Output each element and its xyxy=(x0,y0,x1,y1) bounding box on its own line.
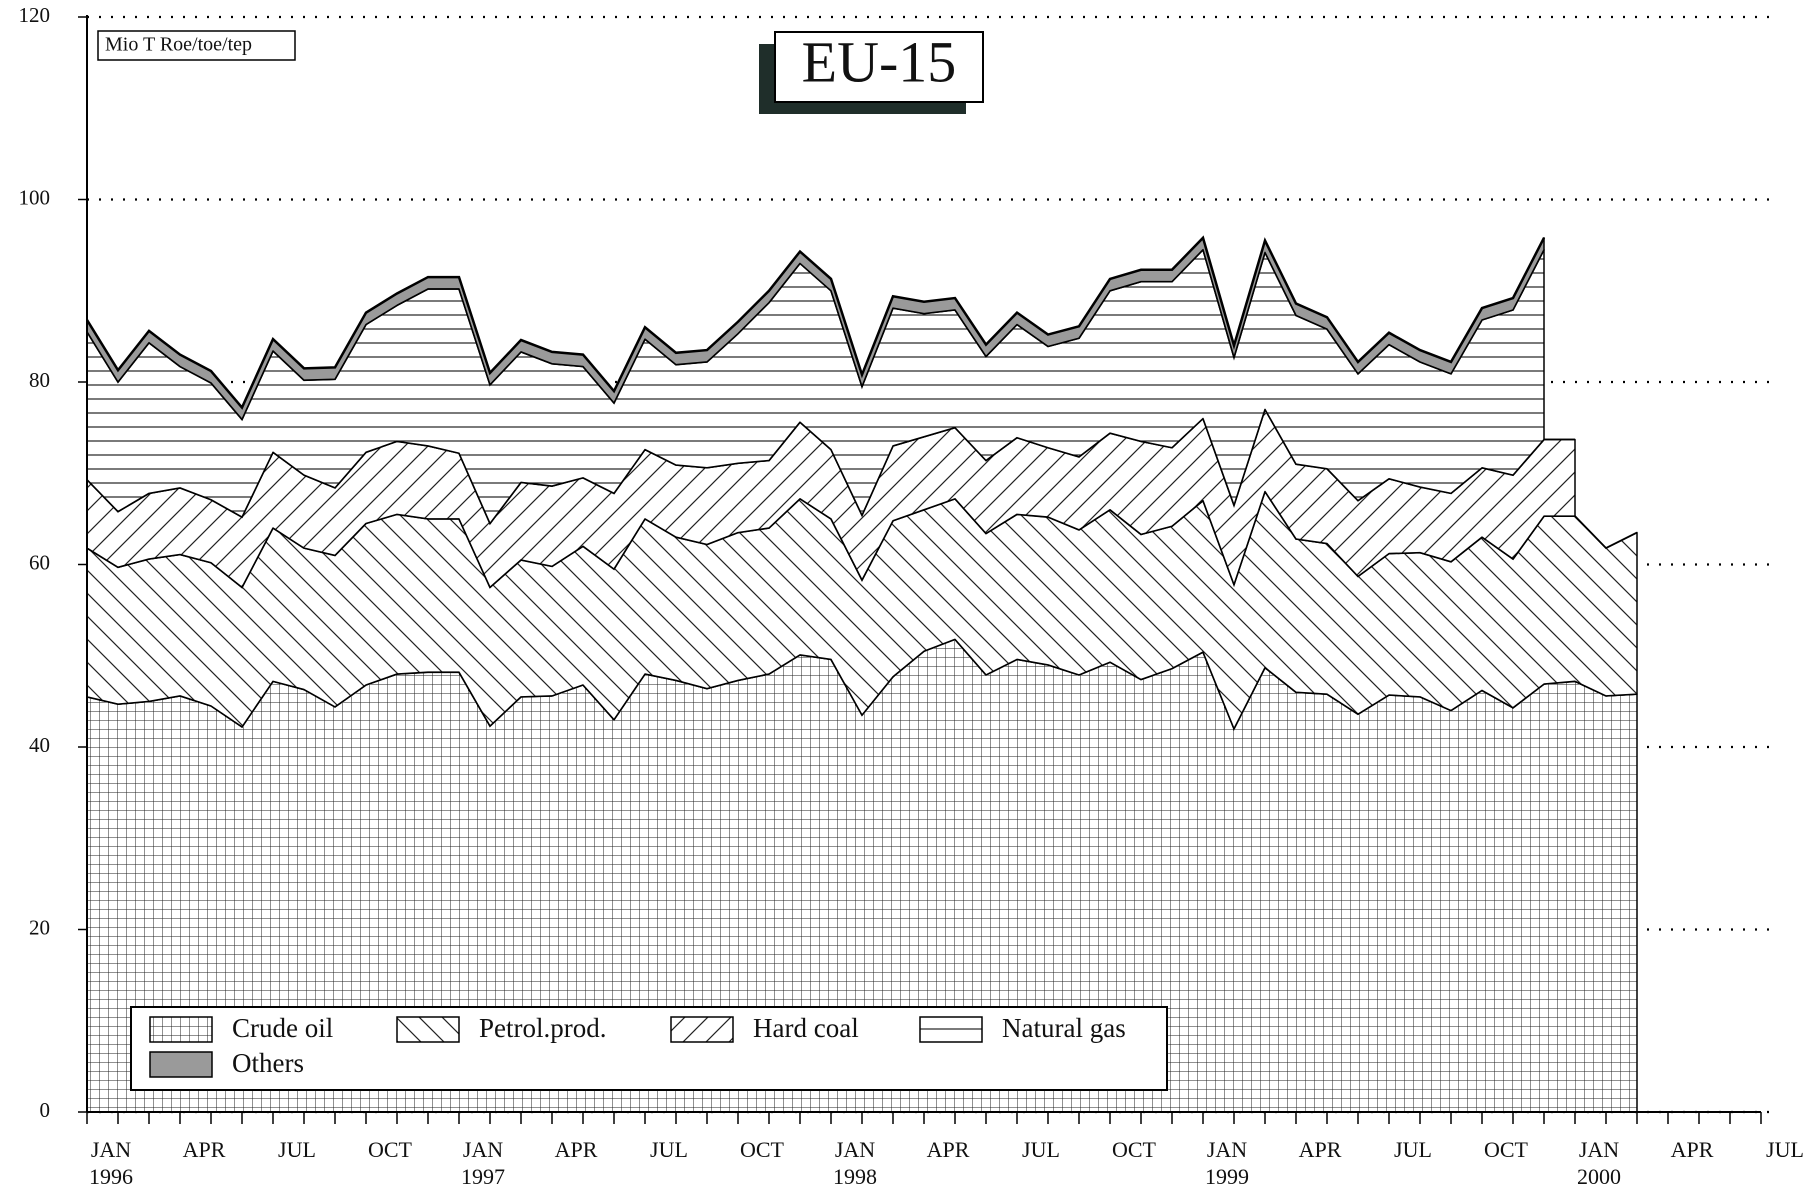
x-tick-label: APR xyxy=(183,1137,226,1162)
title-box: EU-15 xyxy=(759,29,984,114)
x-tick-label: JAN xyxy=(91,1137,131,1162)
x-tick-label: OCT xyxy=(1484,1137,1529,1162)
x-tick-year: 1996 xyxy=(89,1164,133,1189)
legend-swatch xyxy=(919,1016,983,1043)
x-tick-label: APR xyxy=(555,1137,598,1162)
x-tick-label: JAN xyxy=(463,1137,503,1162)
legend-swatch xyxy=(149,1016,213,1043)
legend-label: Others xyxy=(232,1048,304,1078)
x-tick-year: 1998 xyxy=(833,1164,877,1189)
legend-label: Crude oil xyxy=(232,1013,333,1043)
x-tick-year: 2000 xyxy=(1577,1164,1621,1189)
y-tick-label: 0 xyxy=(40,1098,51,1122)
x-tick-label: JAN xyxy=(835,1137,875,1162)
x-tick-label: OCT xyxy=(1112,1137,1157,1162)
legend-label: Hard coal xyxy=(753,1013,859,1043)
unit-box: Mio T Roe/toe/tep xyxy=(97,30,296,61)
x-tick-label: JUL xyxy=(1394,1137,1432,1162)
legend-label: Natural gas xyxy=(1002,1013,1126,1043)
x-tick-label: JUL xyxy=(650,1137,688,1162)
x-tick-label: JAN xyxy=(1207,1137,1247,1162)
legend-swatch xyxy=(670,1016,734,1043)
x-tick-label: OCT xyxy=(368,1137,413,1162)
x-tick-year: 1997 xyxy=(461,1164,505,1189)
x-tick-year: 1999 xyxy=(1205,1164,1249,1189)
legend-swatch xyxy=(149,1051,213,1078)
x-tick-label: APR xyxy=(1671,1137,1714,1162)
legend-label: Petrol.prod. xyxy=(479,1013,607,1043)
y-tick-label: 60 xyxy=(29,550,50,574)
y-tick-label: 80 xyxy=(29,368,50,392)
title-frame xyxy=(774,31,984,103)
y-tick-label: 120 xyxy=(19,3,51,27)
x-tick-label: JUL xyxy=(1766,1137,1804,1162)
areas xyxy=(85,235,1638,1113)
unit-label: Mio T Roe/toe/tep xyxy=(105,34,252,56)
x-tick-label: APR xyxy=(1299,1137,1342,1162)
y-tick-label: 20 xyxy=(29,915,50,939)
x-tick-label: OCT xyxy=(740,1137,785,1162)
y-tick-label: 40 xyxy=(29,733,50,757)
x-tick-label: JUL xyxy=(278,1137,316,1162)
legend: Crude oil Petrol.prod. Hard coal Natural ga… xyxy=(130,1006,1168,1091)
x-tick-label: APR xyxy=(927,1137,970,1162)
unit-frame xyxy=(97,30,296,61)
x-tick-label: JAN xyxy=(1579,1137,1619,1162)
chart-title: EU-15 xyxy=(802,29,957,94)
legend-frame xyxy=(130,1006,1168,1091)
y-tick-label: 100 xyxy=(19,185,51,209)
x-tick-label: JUL xyxy=(1022,1137,1060,1162)
area-top-line xyxy=(85,235,1546,410)
legend-swatch xyxy=(396,1016,460,1043)
